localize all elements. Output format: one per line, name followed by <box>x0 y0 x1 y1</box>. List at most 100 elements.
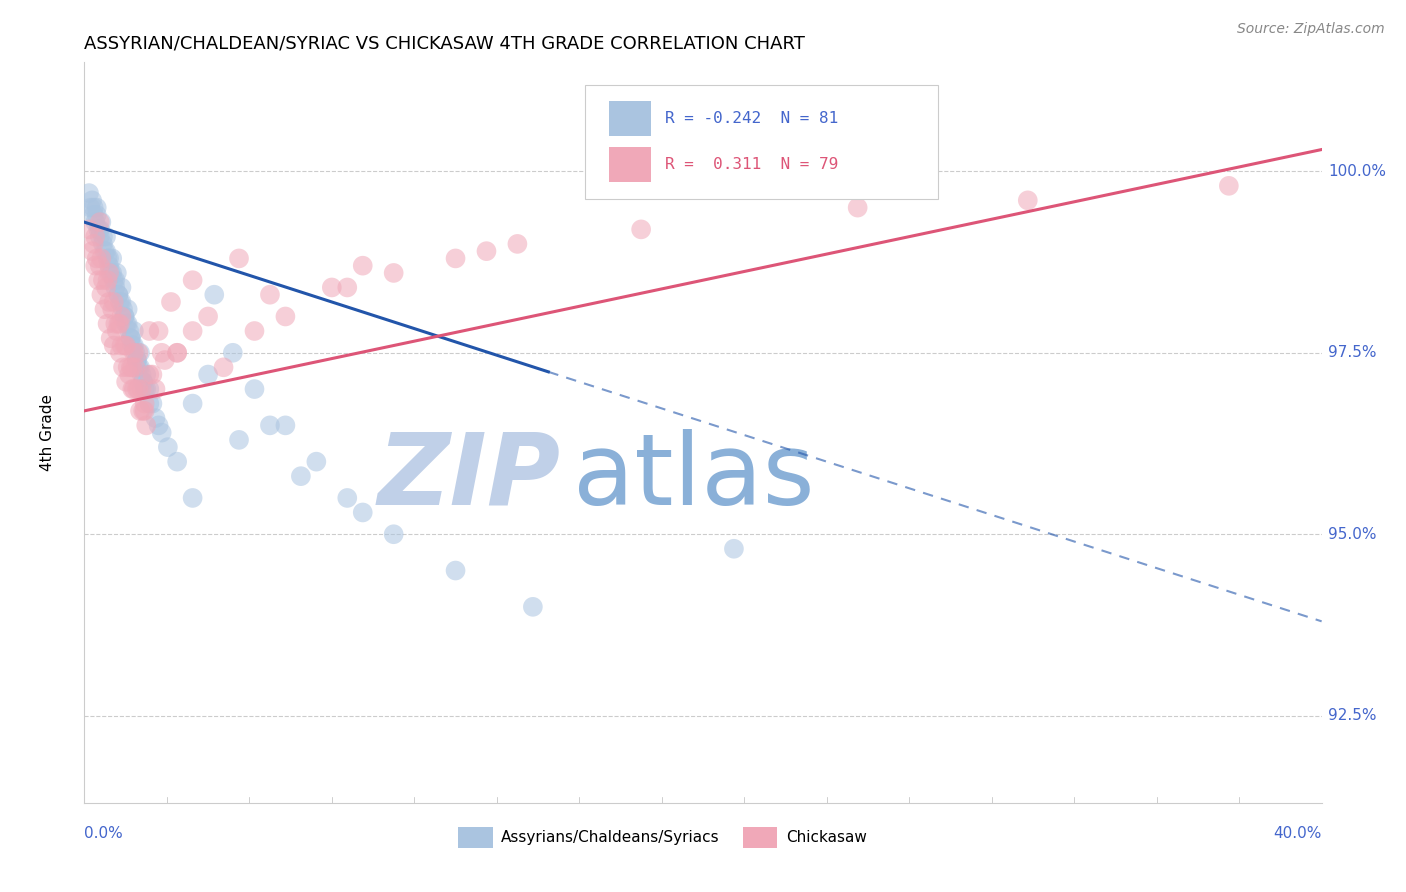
Point <box>93 302 115 317</box>
Point <box>305 455 328 469</box>
Point <box>212 360 235 375</box>
Point <box>134 382 156 396</box>
Point <box>122 338 145 352</box>
Point <box>107 287 129 301</box>
Point <box>90 287 112 301</box>
Point <box>522 599 544 614</box>
Point <box>166 345 188 359</box>
Point <box>89 215 111 229</box>
Point <box>107 317 129 331</box>
Point <box>138 368 160 382</box>
Point <box>93 244 115 259</box>
Point <box>114 338 136 352</box>
Point <box>135 382 157 396</box>
Point <box>352 259 374 273</box>
Point <box>274 418 297 433</box>
Point <box>129 345 152 359</box>
Point <box>84 229 107 244</box>
Point <box>121 382 143 396</box>
Point <box>98 252 121 266</box>
Point <box>108 317 131 331</box>
Point <box>107 287 129 301</box>
Point <box>138 382 160 396</box>
Point <box>89 259 111 273</box>
Point <box>125 353 148 368</box>
Text: 97.5%: 97.5% <box>1327 345 1376 360</box>
Point <box>86 208 108 222</box>
Point <box>96 252 118 266</box>
Text: Assyrians/Chaldeans/Syriacs: Assyrians/Chaldeans/Syriacs <box>502 830 720 845</box>
Point <box>166 345 188 359</box>
Point <box>104 273 127 287</box>
Text: R = -0.242  N = 81: R = -0.242 N = 81 <box>665 111 838 126</box>
Point <box>160 295 183 310</box>
Point <box>82 194 104 208</box>
Point <box>118 324 141 338</box>
Point <box>129 404 152 418</box>
Point <box>84 259 107 273</box>
Point <box>94 229 117 244</box>
Point <box>150 345 173 359</box>
Point <box>228 252 250 266</box>
Point <box>112 302 135 317</box>
Point <box>125 353 148 368</box>
Text: 92.5%: 92.5% <box>1327 708 1376 723</box>
Point <box>82 244 104 259</box>
Point <box>148 418 170 433</box>
Point <box>77 186 100 200</box>
Point <box>127 345 149 359</box>
Text: Source: ZipAtlas.com: Source: ZipAtlas.com <box>1237 22 1385 37</box>
Point <box>138 396 160 410</box>
Point <box>141 396 163 410</box>
Point <box>98 295 121 310</box>
Point <box>243 324 266 338</box>
Text: ASSYRIAN/CHALDEAN/SYRIAC VS CHICKASAW 4TH GRADE CORRELATION CHART: ASSYRIAN/CHALDEAN/SYRIAC VS CHICKASAW 4T… <box>84 35 806 53</box>
Point <box>110 280 132 294</box>
Point <box>630 222 652 236</box>
Point <box>110 338 132 352</box>
Point <box>181 273 204 287</box>
Point <box>114 310 136 324</box>
Point <box>153 353 176 368</box>
Point <box>120 360 142 375</box>
Point <box>96 317 118 331</box>
Point <box>105 324 128 338</box>
Point <box>150 425 173 440</box>
Point <box>104 317 127 331</box>
Point <box>118 368 141 382</box>
Point <box>101 252 124 266</box>
Point <box>110 310 132 324</box>
Point <box>202 287 225 301</box>
Point <box>336 491 359 505</box>
Point <box>135 418 157 433</box>
Point <box>274 310 297 324</box>
Point <box>131 368 153 382</box>
Point <box>121 360 143 375</box>
Point <box>259 418 281 433</box>
Point <box>89 229 111 244</box>
Point <box>129 360 152 375</box>
Point <box>132 404 155 418</box>
Point <box>83 208 105 222</box>
Point <box>77 222 100 236</box>
Text: 40.0%: 40.0% <box>1274 827 1322 841</box>
Point <box>382 266 405 280</box>
Point <box>259 287 281 301</box>
Point <box>105 266 128 280</box>
Point <box>94 280 117 294</box>
Point <box>336 280 359 294</box>
Point <box>121 338 143 352</box>
FancyBboxPatch shape <box>609 146 651 182</box>
Point <box>132 375 155 389</box>
Point <box>115 317 138 331</box>
Point <box>117 360 139 375</box>
Point <box>132 375 155 389</box>
Point <box>222 345 245 359</box>
Point <box>117 302 139 317</box>
Point <box>321 280 343 294</box>
Point <box>86 201 108 215</box>
Point <box>181 396 204 410</box>
Point <box>98 259 121 273</box>
Text: Chickasaw: Chickasaw <box>786 830 866 845</box>
Point <box>79 201 101 215</box>
